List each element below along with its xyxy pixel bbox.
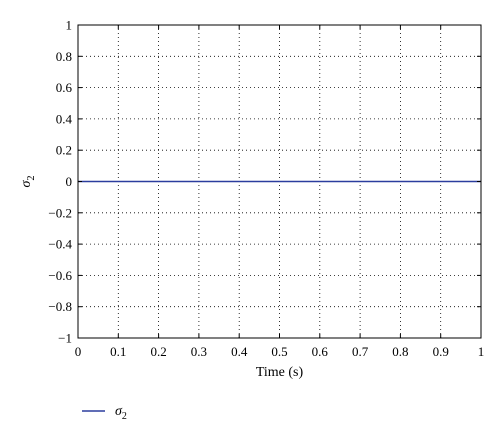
x-tick-label: 0.1: [110, 344, 126, 359]
legend-label-sigma2: σ2: [115, 404, 127, 422]
legend: σ2: [82, 404, 127, 422]
x-tick-label: 0.2: [150, 344, 166, 359]
x-tick-label: 0.9: [433, 344, 449, 359]
tick-marks: [77, 24, 482, 339]
x-tick-label: 0.3: [191, 344, 207, 359]
x-tick-label: 0.6: [312, 344, 329, 359]
x-tick-label: 1: [478, 344, 485, 359]
y-tick-label: −0.4: [48, 237, 72, 252]
y-axis-title: σ2: [19, 176, 37, 188]
y-tick-label: −0.2: [48, 205, 72, 220]
y-tick-label: 0.4: [56, 111, 73, 126]
y-tick-label: 0.6: [56, 80, 73, 95]
y-axis-symbol: σ: [19, 179, 34, 187]
y-axis-subscript: 2: [26, 176, 37, 181]
y-tick-labels: −1 −0.8 −0.6 −0.4 −0.2 0 0.2 0.4 0.6 0.8 1: [48, 18, 72, 346]
x-tick-label: 0.4: [231, 344, 248, 359]
legend-subscript: 2: [122, 411, 127, 422]
x-tick-label: 0.5: [271, 344, 287, 359]
y-tick-label: −0.6: [48, 268, 72, 283]
y-tick-label: −0.8: [48, 299, 72, 314]
legend-symbol: σ: [115, 404, 123, 419]
x-tick-label: 0.8: [392, 344, 408, 359]
y-tick-label: 1: [66, 18, 73, 33]
y-tick-label: 0.8: [56, 49, 72, 64]
x-tick-label: 0.7: [352, 344, 369, 359]
y-tick-label: 0.2: [56, 143, 72, 158]
y-tick-label: −1: [58, 331, 72, 346]
y-tick-label: 0: [66, 174, 73, 189]
x-axis-title: Time (s): [256, 365, 304, 380]
x-tick-label: 0: [75, 344, 82, 359]
x-tick-labels: 0 0.1 0.2 0.3 0.4 0.5 0.6 0.7 0.8 0.9 1: [75, 344, 485, 359]
